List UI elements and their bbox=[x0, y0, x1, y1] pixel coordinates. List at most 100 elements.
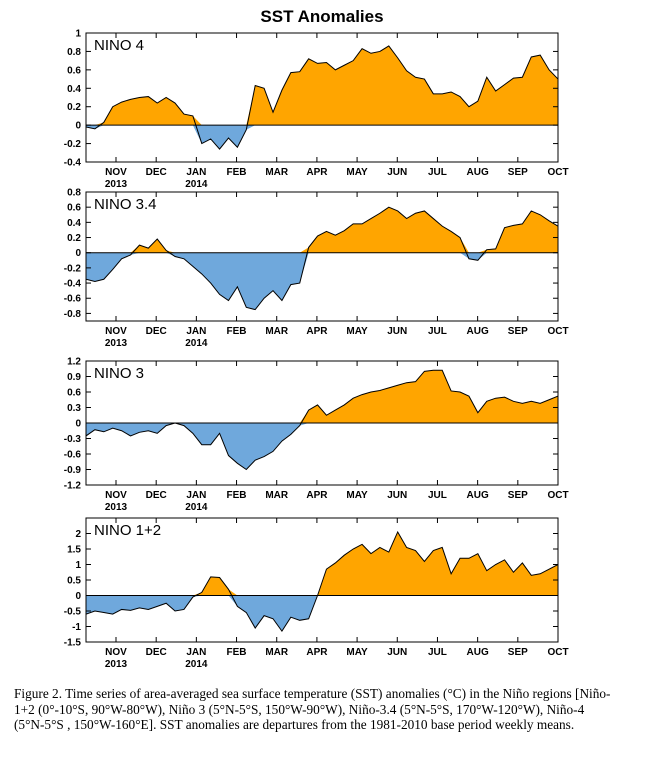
month-label: JUL bbox=[428, 647, 447, 658]
data-point bbox=[540, 403, 541, 404]
y-tick-label: -0.2 bbox=[64, 139, 82, 150]
data-point bbox=[513, 572, 514, 573]
data-point bbox=[299, 282, 300, 283]
data-point bbox=[228, 455, 229, 456]
data-point bbox=[264, 88, 265, 89]
data-point bbox=[495, 248, 496, 249]
data-point bbox=[103, 279, 104, 280]
data-point bbox=[255, 627, 256, 628]
data-point bbox=[174, 256, 175, 257]
data-point bbox=[157, 606, 158, 607]
y-tick-label: 2 bbox=[75, 529, 81, 540]
month-label: OCT bbox=[547, 326, 568, 337]
data-point bbox=[548, 220, 549, 221]
data-point bbox=[504, 84, 505, 85]
data-point bbox=[255, 309, 256, 310]
data-point bbox=[344, 404, 345, 405]
data-point bbox=[406, 382, 407, 383]
month-label: AUG bbox=[467, 490, 489, 501]
data-point bbox=[477, 260, 478, 261]
data-point bbox=[157, 238, 158, 239]
data-point bbox=[468, 258, 469, 259]
data-point bbox=[255, 85, 256, 86]
month-label: AUG bbox=[467, 326, 489, 337]
data-point bbox=[166, 250, 167, 251]
data-point bbox=[237, 286, 238, 287]
data-point bbox=[210, 576, 211, 577]
data-point bbox=[219, 577, 220, 578]
data-point bbox=[112, 269, 113, 270]
data-point bbox=[121, 430, 122, 431]
data-point bbox=[370, 391, 371, 392]
y-tick-label: 1.5 bbox=[67, 545, 81, 556]
month-label: MAY bbox=[346, 490, 368, 501]
data-point bbox=[344, 555, 345, 556]
month-label: DEC bbox=[146, 326, 167, 337]
data-point bbox=[272, 112, 273, 113]
y-tick-label: 0.6 bbox=[67, 203, 81, 214]
data-point bbox=[548, 569, 549, 570]
data-point bbox=[166, 603, 167, 604]
data-point bbox=[495, 90, 496, 91]
positive-anomaly-area bbox=[86, 45, 558, 126]
data-point bbox=[548, 399, 549, 400]
y-tick-label: -0.3 bbox=[64, 434, 82, 445]
data-point bbox=[183, 113, 184, 114]
data-point bbox=[174, 102, 175, 103]
data-point bbox=[424, 210, 425, 211]
data-point bbox=[397, 57, 398, 58]
data-point bbox=[540, 573, 541, 574]
data-point bbox=[397, 531, 398, 532]
month-label: AUG bbox=[467, 647, 489, 658]
y-tick-label: 0.8 bbox=[67, 188, 81, 199]
data-point bbox=[237, 606, 238, 607]
data-point bbox=[415, 213, 416, 214]
data-point bbox=[139, 245, 140, 246]
y-tick-label: 0.6 bbox=[67, 65, 81, 76]
positive-anomaly-area bbox=[86, 531, 558, 596]
data-point bbox=[192, 115, 193, 116]
data-point bbox=[148, 248, 149, 249]
data-point bbox=[397, 210, 398, 211]
data-point bbox=[513, 401, 514, 402]
data-point bbox=[308, 247, 309, 248]
data-point bbox=[335, 409, 336, 410]
data-point bbox=[353, 223, 354, 224]
year-label: 2014 bbox=[185, 179, 208, 190]
data-point bbox=[103, 431, 104, 432]
data-point bbox=[290, 434, 291, 435]
month-label: DEC bbox=[146, 167, 167, 178]
data-point bbox=[157, 433, 158, 434]
data-point bbox=[246, 612, 247, 613]
data-point bbox=[370, 53, 371, 54]
data-point bbox=[174, 610, 175, 611]
data-point bbox=[210, 282, 211, 283]
data-point bbox=[219, 433, 220, 434]
data-point bbox=[486, 401, 487, 402]
data-point bbox=[228, 300, 229, 301]
data-point bbox=[317, 63, 318, 64]
month-label: JAN bbox=[186, 647, 206, 658]
y-tick-label: 0.3 bbox=[67, 403, 81, 414]
data-point bbox=[94, 281, 95, 282]
data-point bbox=[442, 226, 443, 227]
data-point bbox=[477, 101, 478, 102]
data-point bbox=[192, 266, 193, 267]
data-point bbox=[406, 547, 407, 548]
data-point bbox=[94, 610, 95, 611]
data-point bbox=[361, 394, 362, 395]
data-point bbox=[183, 609, 184, 610]
data-point bbox=[237, 147, 238, 148]
month-label: MAR bbox=[265, 490, 289, 501]
month-label: APR bbox=[306, 167, 328, 178]
data-point bbox=[361, 544, 362, 545]
month-label: JUN bbox=[387, 490, 407, 501]
data-point bbox=[486, 570, 487, 571]
data-point bbox=[228, 137, 229, 138]
data-point bbox=[192, 596, 193, 597]
data-point bbox=[335, 235, 336, 236]
data-point bbox=[139, 432, 140, 433]
data-point bbox=[166, 425, 167, 426]
data-point bbox=[459, 391, 460, 392]
